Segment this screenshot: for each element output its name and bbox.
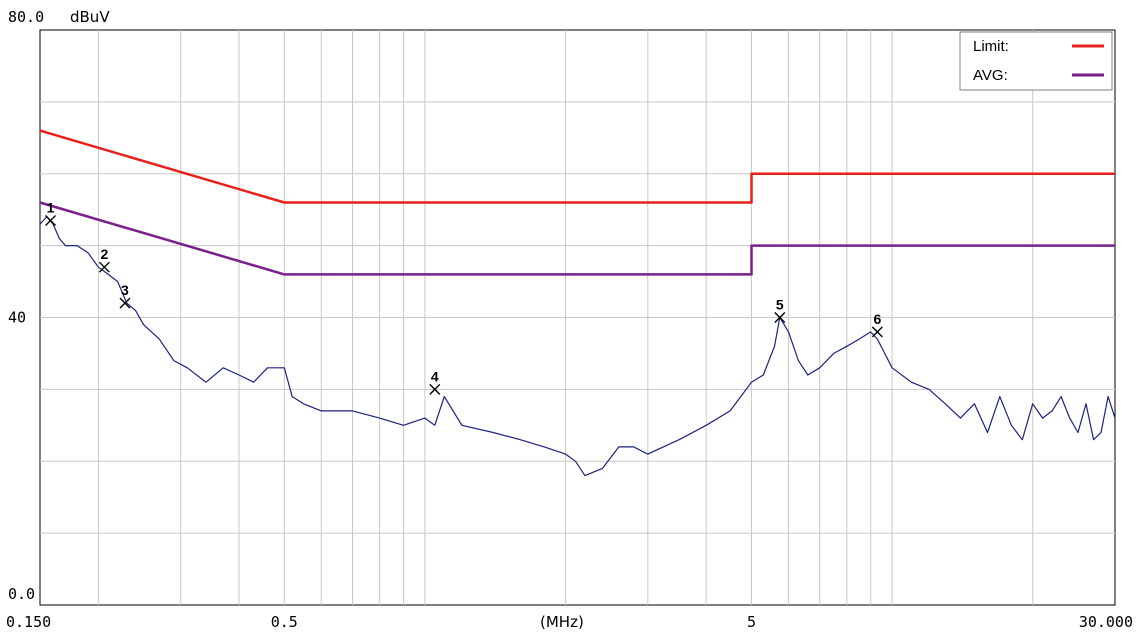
marker-label: 5 (776, 297, 784, 313)
x-tick-label: 5 (747, 613, 756, 631)
legend-label-avg: AVG: (973, 67, 1008, 84)
marker-label: 1 (47, 199, 55, 215)
marker-cross (45, 214, 57, 226)
marker-label: 6 (873, 311, 881, 327)
legend: Limit: AVG: (959, 31, 1113, 91)
marker-cross (119, 297, 131, 309)
measurement-trace (39, 216, 1116, 477)
marker-point: 2 (98, 246, 110, 273)
marker-point: 1 (45, 199, 57, 226)
legend-box (959, 31, 1113, 91)
series-layer (39, 129, 1116, 477)
y-tick-label: 0.0 (8, 585, 35, 603)
limit-line (39, 129, 1115, 204)
y-unit-label: dBuV (70, 8, 110, 26)
axis-labels: dBuV (MHz) 80.0 40 0.0 0.150 0.5 5 30.000 (6, 8, 1133, 631)
marker-cross (774, 312, 786, 323)
marker-layer: 1 2 3 4 5 6 (45, 199, 883, 395)
y-tick-label: 80.0 (8, 8, 44, 26)
legend-label-limit: Limit: (973, 38, 1009, 55)
grid-lines (40, 30, 1115, 605)
x-tick-label: 0.150 (6, 613, 51, 631)
x-tick-label: 0.5 (271, 613, 298, 631)
avg-limit-line (39, 201, 1115, 276)
marker-label: 3 (121, 282, 129, 298)
x-tick-label: 30.000 (1079, 613, 1133, 631)
y-tick-label: 40 (8, 309, 26, 327)
marker-label: 2 (100, 246, 108, 262)
marker-point: 6 (871, 311, 883, 338)
x-unit-label: (MHz) (540, 613, 584, 631)
marker-cross (429, 383, 441, 395)
marker-point: 4 (429, 368, 441, 395)
marker-point: 5 (774, 297, 786, 323)
marker-cross (871, 326, 883, 338)
marker-point: 3 (119, 282, 131, 309)
marker-label: 4 (431, 368, 439, 384)
marker-cross (98, 261, 110, 273)
